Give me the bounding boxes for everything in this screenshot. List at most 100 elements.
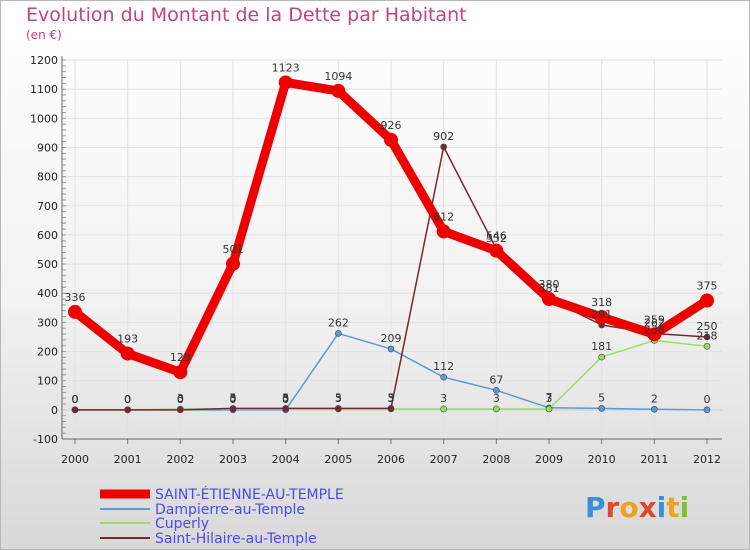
data-point xyxy=(226,256,240,271)
data-label: 250 xyxy=(697,320,718,333)
x-tick-label: 2000 xyxy=(61,453,89,466)
data-label: 209 xyxy=(381,332,402,345)
y-tick-label: 100 xyxy=(37,375,58,388)
data-point xyxy=(120,346,135,361)
data-label: 612 xyxy=(433,210,454,223)
data-label: 0 xyxy=(177,393,184,406)
grid xyxy=(62,59,722,440)
y-tick-label: 700 xyxy=(37,200,58,213)
data-point xyxy=(700,293,714,308)
data-point xyxy=(229,405,237,412)
data-point xyxy=(282,405,289,412)
data-label: 0 xyxy=(72,393,79,406)
data-label: 0 xyxy=(124,393,131,406)
data-label: 3 xyxy=(282,392,289,405)
data-point xyxy=(335,330,342,337)
data-label: 318 xyxy=(591,296,612,309)
x-tick-label: 2011 xyxy=(640,453,668,466)
data-point xyxy=(545,405,553,413)
x-tick-label: 2007 xyxy=(430,453,458,466)
data-label: 3 xyxy=(493,392,500,405)
y-tick-label: 600 xyxy=(37,229,58,242)
data-label: 291 xyxy=(591,308,612,321)
data-label: 259 xyxy=(644,313,665,326)
y-tick-label: 1000 xyxy=(30,112,58,125)
y-tick-label: 400 xyxy=(37,287,58,300)
data-label: 546 xyxy=(486,230,507,243)
data-point xyxy=(71,406,79,414)
data-label: 0 xyxy=(124,393,131,406)
x-tick-label: 2001 xyxy=(114,453,142,466)
data-label: 501 xyxy=(223,243,244,256)
y-tick-label: 800 xyxy=(37,171,58,184)
axes: -100010020030040050060070080090010001100… xyxy=(30,54,722,466)
data-label: 3 xyxy=(388,392,395,405)
data-label: 0 xyxy=(72,393,79,406)
data-point xyxy=(703,333,711,341)
data-point xyxy=(703,342,711,350)
data-label: 218 xyxy=(697,329,718,342)
x-tick-label: 2003 xyxy=(219,453,247,466)
data-point xyxy=(173,365,188,380)
data-label: 0 xyxy=(282,393,289,406)
data-label: 3 xyxy=(546,392,553,405)
data-point xyxy=(651,405,658,413)
data-label: 375 xyxy=(697,280,718,293)
legend-label: Cuperly xyxy=(155,516,209,532)
data-label: 262 xyxy=(328,316,349,329)
data-label: 262 xyxy=(644,316,665,329)
data-point xyxy=(594,310,609,325)
legend: SAINT-ÉTIENNE-AU-TEMPLEDampierre-au-Temp… xyxy=(100,486,344,547)
legend-label: SAINT-ÉTIENNE-AU-TEMPLE xyxy=(155,486,344,503)
y-tick-label: 1100 xyxy=(30,83,58,96)
data-point xyxy=(278,75,293,90)
y-tick-label: 300 xyxy=(37,316,58,329)
data-label: 3 xyxy=(230,392,237,405)
data-label: 181 xyxy=(591,340,612,353)
svg-text:Proxiti: Proxiti xyxy=(585,491,689,524)
data-point xyxy=(542,292,556,307)
data-point xyxy=(703,406,711,414)
data-point xyxy=(387,345,395,353)
y-tick-label: 500 xyxy=(37,258,58,271)
y-tick-label: 1200 xyxy=(30,54,58,67)
data-label: 1094 xyxy=(324,70,352,83)
data-point xyxy=(124,406,131,414)
data-label: 193 xyxy=(117,333,138,346)
proxiti-logo: Proxiti xyxy=(585,491,689,524)
data-label: 5 xyxy=(598,391,605,404)
data-label: 7 xyxy=(546,391,553,404)
data-label: 926 xyxy=(381,119,402,132)
data-point xyxy=(436,224,451,239)
x-tick-label: 2010 xyxy=(588,453,616,466)
data-label: 67 xyxy=(489,373,503,386)
data-label: 336 xyxy=(65,291,86,304)
data-point xyxy=(493,405,500,413)
data-point xyxy=(384,132,398,147)
x-tick-label: 2002 xyxy=(166,453,194,466)
data-label: 5 xyxy=(388,391,395,404)
chart-title: Evolution du Montant de la Dette par Hab… xyxy=(26,4,467,26)
data-label: 129 xyxy=(170,351,191,364)
data-label: 0 xyxy=(124,393,131,406)
data-point xyxy=(331,83,346,98)
data-label: 0 xyxy=(177,393,184,406)
data-label: 552 xyxy=(486,232,507,245)
x-tick-label: 2004 xyxy=(272,453,300,466)
chart-subtitle: (en €) xyxy=(26,28,62,42)
data-label: 0 xyxy=(230,393,237,406)
legend-label: Dampierre-au-Temple xyxy=(155,502,305,518)
data-point xyxy=(598,405,605,412)
series-group xyxy=(68,75,714,414)
data-point xyxy=(598,353,605,361)
x-tick-label: 2006 xyxy=(377,453,405,466)
data-point xyxy=(335,405,342,412)
data-label: 238 xyxy=(644,323,665,336)
data-label: 3 xyxy=(335,392,342,405)
y-tick-label: 200 xyxy=(37,346,58,359)
data-label: 902 xyxy=(433,130,454,143)
x-tick-label: 2012 xyxy=(693,453,721,466)
data-point xyxy=(68,304,82,319)
